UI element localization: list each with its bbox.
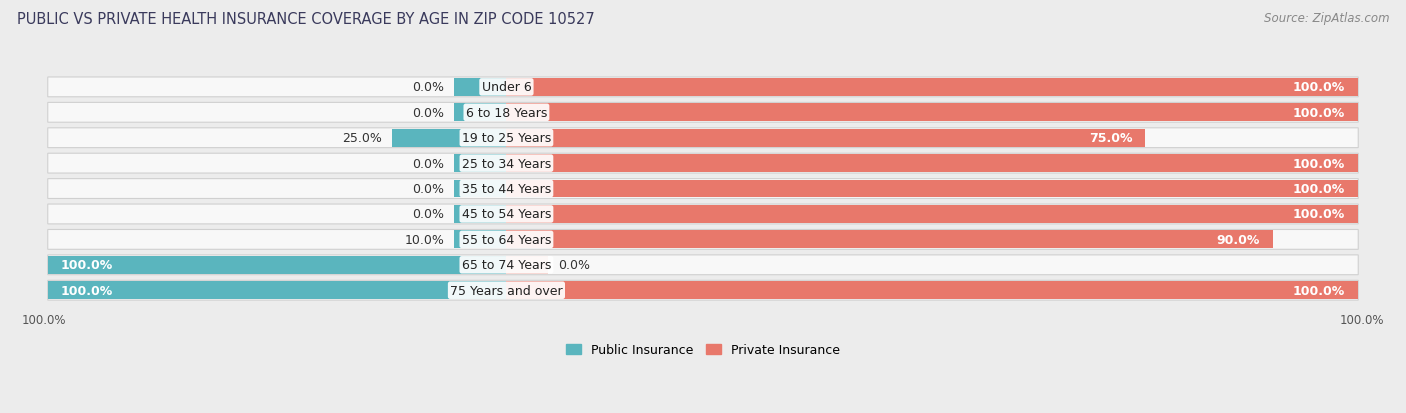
Bar <box>392 130 506 147</box>
FancyBboxPatch shape <box>48 204 1358 224</box>
Text: 75 Years and over: 75 Years and over <box>450 284 562 297</box>
Text: 100.0%: 100.0% <box>1294 107 1346 119</box>
Bar <box>506 130 1146 147</box>
Text: 0.0%: 0.0% <box>412 107 444 119</box>
Text: 0.0%: 0.0% <box>412 183 444 196</box>
Bar <box>48 282 506 299</box>
Text: 55 to 64 Years: 55 to 64 Years <box>461 233 551 246</box>
Bar <box>506 104 1358 122</box>
Text: 35 to 44 Years: 35 to 44 Years <box>461 183 551 196</box>
Bar <box>506 79 1358 97</box>
Text: 100.0%: 100.0% <box>60 259 112 272</box>
Text: 100.0%: 100.0% <box>1294 157 1346 170</box>
Text: 100.0%: 100.0% <box>1294 208 1346 221</box>
Text: 100.0%: 100.0% <box>1294 81 1346 94</box>
Bar <box>454 206 506 223</box>
Bar <box>454 104 506 122</box>
Bar <box>454 79 506 97</box>
Text: 25.0%: 25.0% <box>342 132 382 145</box>
Text: 100.0%: 100.0% <box>21 313 66 326</box>
Text: 0.0%: 0.0% <box>412 81 444 94</box>
Text: 90.0%: 90.0% <box>1216 233 1260 246</box>
Bar <box>454 180 506 198</box>
FancyBboxPatch shape <box>48 103 1358 123</box>
Text: 0.0%: 0.0% <box>412 157 444 170</box>
Bar <box>506 206 1358 223</box>
Text: 10.0%: 10.0% <box>405 233 444 246</box>
Legend: Public Insurance, Private Insurance: Public Insurance, Private Insurance <box>567 343 839 356</box>
Bar <box>454 155 506 173</box>
Text: 65 to 74 Years: 65 to 74 Years <box>461 259 551 272</box>
Text: Under 6: Under 6 <box>481 81 531 94</box>
Text: Source: ZipAtlas.com: Source: ZipAtlas.com <box>1264 12 1389 25</box>
FancyBboxPatch shape <box>48 179 1358 199</box>
Bar <box>506 256 548 274</box>
Text: 0.0%: 0.0% <box>558 259 591 272</box>
Text: 100.0%: 100.0% <box>1294 183 1346 196</box>
Text: PUBLIC VS PRIVATE HEALTH INSURANCE COVERAGE BY AGE IN ZIP CODE 10527: PUBLIC VS PRIVATE HEALTH INSURANCE COVER… <box>17 12 595 27</box>
Text: 0.0%: 0.0% <box>412 208 444 221</box>
Text: 19 to 25 Years: 19 to 25 Years <box>461 132 551 145</box>
Bar <box>48 256 506 274</box>
Text: 100.0%: 100.0% <box>1294 284 1346 297</box>
FancyBboxPatch shape <box>48 154 1358 173</box>
Bar <box>506 282 1358 299</box>
Text: 6 to 18 Years: 6 to 18 Years <box>465 107 547 119</box>
Bar <box>506 155 1358 173</box>
Bar <box>506 231 1272 249</box>
FancyBboxPatch shape <box>48 255 1358 275</box>
Bar <box>506 180 1358 198</box>
Text: 75.0%: 75.0% <box>1088 132 1132 145</box>
FancyBboxPatch shape <box>48 280 1358 300</box>
FancyBboxPatch shape <box>48 78 1358 97</box>
Text: 100.0%: 100.0% <box>60 284 112 297</box>
FancyBboxPatch shape <box>48 230 1358 250</box>
Text: 45 to 54 Years: 45 to 54 Years <box>461 208 551 221</box>
Bar <box>454 231 506 249</box>
Text: 100.0%: 100.0% <box>1340 313 1385 326</box>
FancyBboxPatch shape <box>48 128 1358 148</box>
Text: 25 to 34 Years: 25 to 34 Years <box>461 157 551 170</box>
